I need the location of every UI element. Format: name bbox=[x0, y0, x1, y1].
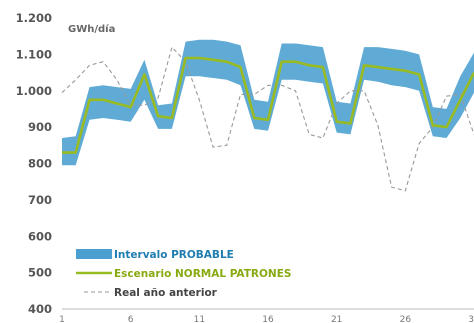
legend-swatch-band bbox=[76, 249, 112, 259]
x-tick-label: 31 bbox=[468, 315, 474, 323]
x-tick-label: 16 bbox=[262, 315, 274, 323]
x-axis: 161116212631 bbox=[59, 308, 474, 323]
plot-area bbox=[61, 39, 474, 192]
y-axis: 400 500 600 700 800 900 1.000 1.100 1.200 bbox=[16, 11, 52, 316]
x-tick-label: 6 bbox=[128, 315, 134, 323]
legend: Intervalo PROBABLE Escenario NORMAL PATRO… bbox=[76, 249, 291, 299]
x-tick-label: 1 bbox=[59, 315, 65, 323]
y-tick-label: 400 bbox=[28, 302, 52, 316]
y-tick-label: 600 bbox=[28, 229, 52, 243]
y-tick-label: 800 bbox=[28, 157, 52, 171]
x-tick-label: 26 bbox=[400, 315, 412, 323]
x-tick-label: 21 bbox=[331, 315, 342, 323]
y-tick-label: 1.200 bbox=[16, 11, 52, 25]
y-tick-label: 1.100 bbox=[16, 47, 52, 61]
unit-label: GWh/día bbox=[68, 23, 115, 35]
previous-year-actual-line bbox=[61, 46, 474, 192]
legend-label: Escenario NORMAL PATRONES bbox=[114, 268, 291, 280]
y-tick-label: 1.000 bbox=[16, 84, 52, 98]
y-tick-label: 900 bbox=[28, 120, 52, 134]
legend-label: Real año anterior bbox=[114, 287, 218, 299]
y-tick-label: 500 bbox=[28, 266, 52, 280]
y-tick-label: 700 bbox=[28, 193, 52, 207]
legend-label: Intervalo PROBABLE bbox=[114, 249, 234, 261]
x-tick-label: 11 bbox=[194, 315, 205, 323]
probable-interval-band bbox=[62, 39, 474, 166]
normal-scenario-line bbox=[62, 56, 474, 154]
